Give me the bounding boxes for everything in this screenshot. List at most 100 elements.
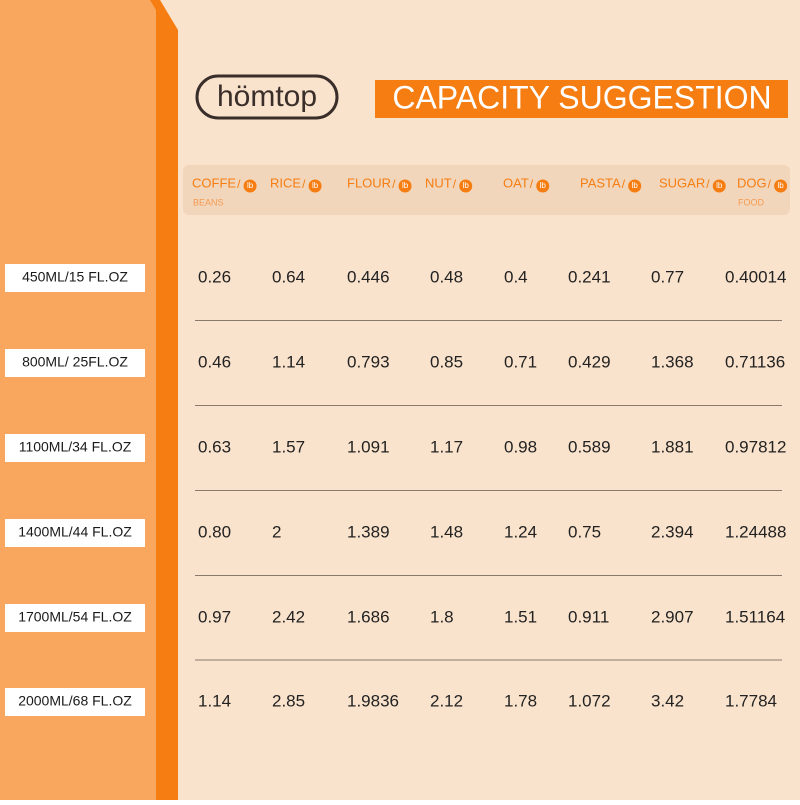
- cell: 0.46: [198, 352, 231, 371]
- row-label-box: [5, 688, 145, 716]
- unit-separator: /: [453, 177, 457, 191]
- logo-frame: [195, 74, 339, 120]
- unit-separator: /: [768, 177, 772, 191]
- cell: 0.589: [568, 437, 611, 456]
- cell: 2.85: [272, 691, 305, 710]
- cell: 0.77: [651, 267, 684, 286]
- row-label-box: [5, 349, 145, 377]
- cell: 0.80: [198, 522, 231, 541]
- unit: lb: [540, 181, 547, 190]
- column-sub: FOOD: [738, 197, 764, 207]
- cell: 1.51: [504, 607, 537, 626]
- column-name: RICE: [270, 175, 301, 190]
- cell: 1.17: [430, 437, 463, 456]
- cell: 0.911: [568, 607, 609, 626]
- unit-separator: /: [237, 177, 241, 191]
- cell: 0.429: [568, 352, 611, 371]
- cell: 0.241: [568, 267, 611, 286]
- unit-separator: /: [392, 177, 396, 191]
- unit: lb: [402, 181, 409, 190]
- cell: 1.14: [198, 691, 231, 710]
- unit: lb: [778, 181, 785, 190]
- cell: 1.24488: [725, 522, 786, 541]
- unit-separator: /: [302, 177, 306, 191]
- cell: 1.24: [504, 522, 537, 541]
- row-label: 1400ML/44 FL.OZ: [18, 524, 132, 540]
- unit-badge: [398, 179, 412, 193]
- cell: 1.9836: [347, 691, 399, 710]
- cell: 2.907: [651, 607, 694, 626]
- cell: 1.51164: [725, 607, 785, 626]
- unit: lb: [716, 181, 723, 190]
- row-label-box: [5, 604, 145, 632]
- unit-badge: [628, 179, 642, 193]
- cell: 1.78: [504, 691, 537, 710]
- cell: 0.97812: [725, 437, 786, 456]
- column-name: NUT: [425, 175, 452, 190]
- cell: 0.63: [198, 437, 231, 456]
- cell: 1.072: [568, 691, 611, 710]
- row-label-box: [5, 264, 145, 292]
- column-name: COFFE: [192, 175, 236, 190]
- cell: 1.091: [347, 437, 390, 456]
- cell: 1.389: [347, 522, 390, 541]
- unit-badge: [536, 179, 550, 193]
- cell: 1.48: [430, 522, 463, 541]
- unit-badge: [308, 179, 322, 193]
- unit-badge: [459, 179, 473, 193]
- title-box: [375, 80, 788, 118]
- row-label: 450ML/15 FL.OZ: [22, 269, 128, 285]
- cell: 1.7784: [725, 691, 777, 710]
- column-name: SUGAR: [659, 175, 705, 190]
- cell: 0.71: [504, 352, 537, 371]
- column-sub: BEANS: [193, 197, 224, 207]
- column-name: OAT: [503, 175, 529, 190]
- cell: 2.42: [272, 607, 305, 626]
- row-label: 1700ML/54 FL.OZ: [18, 609, 132, 625]
- cell: 2.394: [651, 522, 694, 541]
- cell: 0.97: [198, 607, 231, 626]
- cell: 0.26: [198, 267, 231, 286]
- unit: lb: [463, 181, 470, 190]
- cell: 2.12: [430, 691, 463, 710]
- cell: 0.64: [272, 267, 305, 286]
- column-name: PASTA: [580, 175, 621, 190]
- unit: lb: [312, 181, 319, 190]
- unit-separator: /: [530, 177, 534, 191]
- cell: 0.85: [430, 352, 463, 371]
- cell: 0.48: [430, 267, 463, 286]
- row-label: 1100ML/34 FL.OZ: [19, 439, 132, 455]
- title: CAPACITY SUGGESTION: [392, 79, 771, 115]
- logo: hömtop: [217, 80, 317, 113]
- cell: 1.686: [347, 607, 390, 626]
- cell: 0.98: [504, 437, 537, 456]
- left-band: [150, 0, 178, 800]
- unit-badge: [243, 179, 257, 193]
- unit-separator: /: [622, 177, 626, 191]
- cell: 0.71136: [725, 352, 785, 371]
- header-band: [183, 165, 790, 215]
- column-name: DOG: [737, 175, 767, 190]
- left-strip: [0, 0, 156, 800]
- row-label-box: [5, 434, 145, 462]
- cell: 0.4: [504, 267, 528, 286]
- cell: 1.14: [272, 352, 305, 371]
- cell: 1.57: [272, 437, 305, 456]
- cell: 1.881: [651, 437, 694, 456]
- cell: 0.75: [568, 522, 601, 541]
- cell: 3.42: [651, 691, 684, 710]
- unit-separator: /: [706, 177, 710, 191]
- cell: 0.40014: [725, 267, 786, 286]
- cell: 1.8: [430, 607, 454, 626]
- row-label-box: [5, 519, 145, 547]
- cell: 1.368: [651, 352, 694, 371]
- row-label: 2000ML/68 FL.OZ: [18, 693, 132, 709]
- unit-badge: [712, 179, 726, 193]
- cell: 2: [272, 522, 281, 541]
- cell: 0.793: [347, 352, 390, 371]
- column-name: FLOUR: [347, 175, 391, 190]
- row-label: 800ML/ 25FL.OZ: [22, 354, 128, 370]
- unit-badge: [774, 179, 788, 193]
